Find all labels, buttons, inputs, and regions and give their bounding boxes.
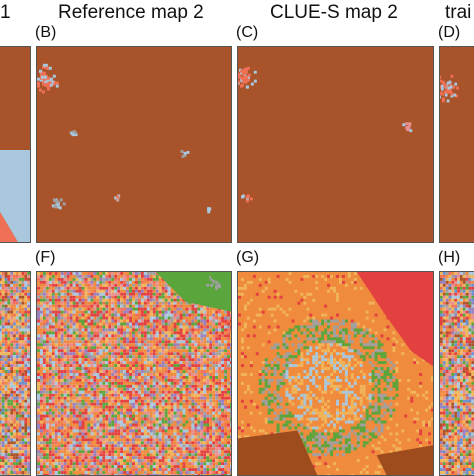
panel-letter-b: (B)	[35, 24, 56, 42]
panel-letter-h: (H)	[438, 249, 460, 267]
panel-f-reference-map	[36, 271, 232, 476]
column-title-trai: trai	[445, 2, 471, 24]
panel-g-clue-s-map	[237, 271, 434, 476]
panel-a-map	[0, 46, 31, 243]
column-title-reference-map-2: Reference map 2	[58, 2, 204, 24]
panel-letter-g: (G)	[236, 249, 259, 267]
panel-letter-c: (C)	[236, 24, 258, 42]
panel-d-map	[439, 46, 474, 243]
panel-e-map	[0, 271, 31, 476]
panel-letter-d: (D)	[438, 24, 460, 42]
panel-c-clue-s-map	[237, 46, 434, 243]
panel-b-reference-map	[36, 46, 232, 243]
panel-letter-f: (F)	[35, 249, 55, 267]
column-title-1: 1	[0, 2, 11, 24]
panel-h-map	[439, 271, 474, 476]
column-title-clue-s-map-2: CLUE-S map 2	[270, 2, 398, 24]
